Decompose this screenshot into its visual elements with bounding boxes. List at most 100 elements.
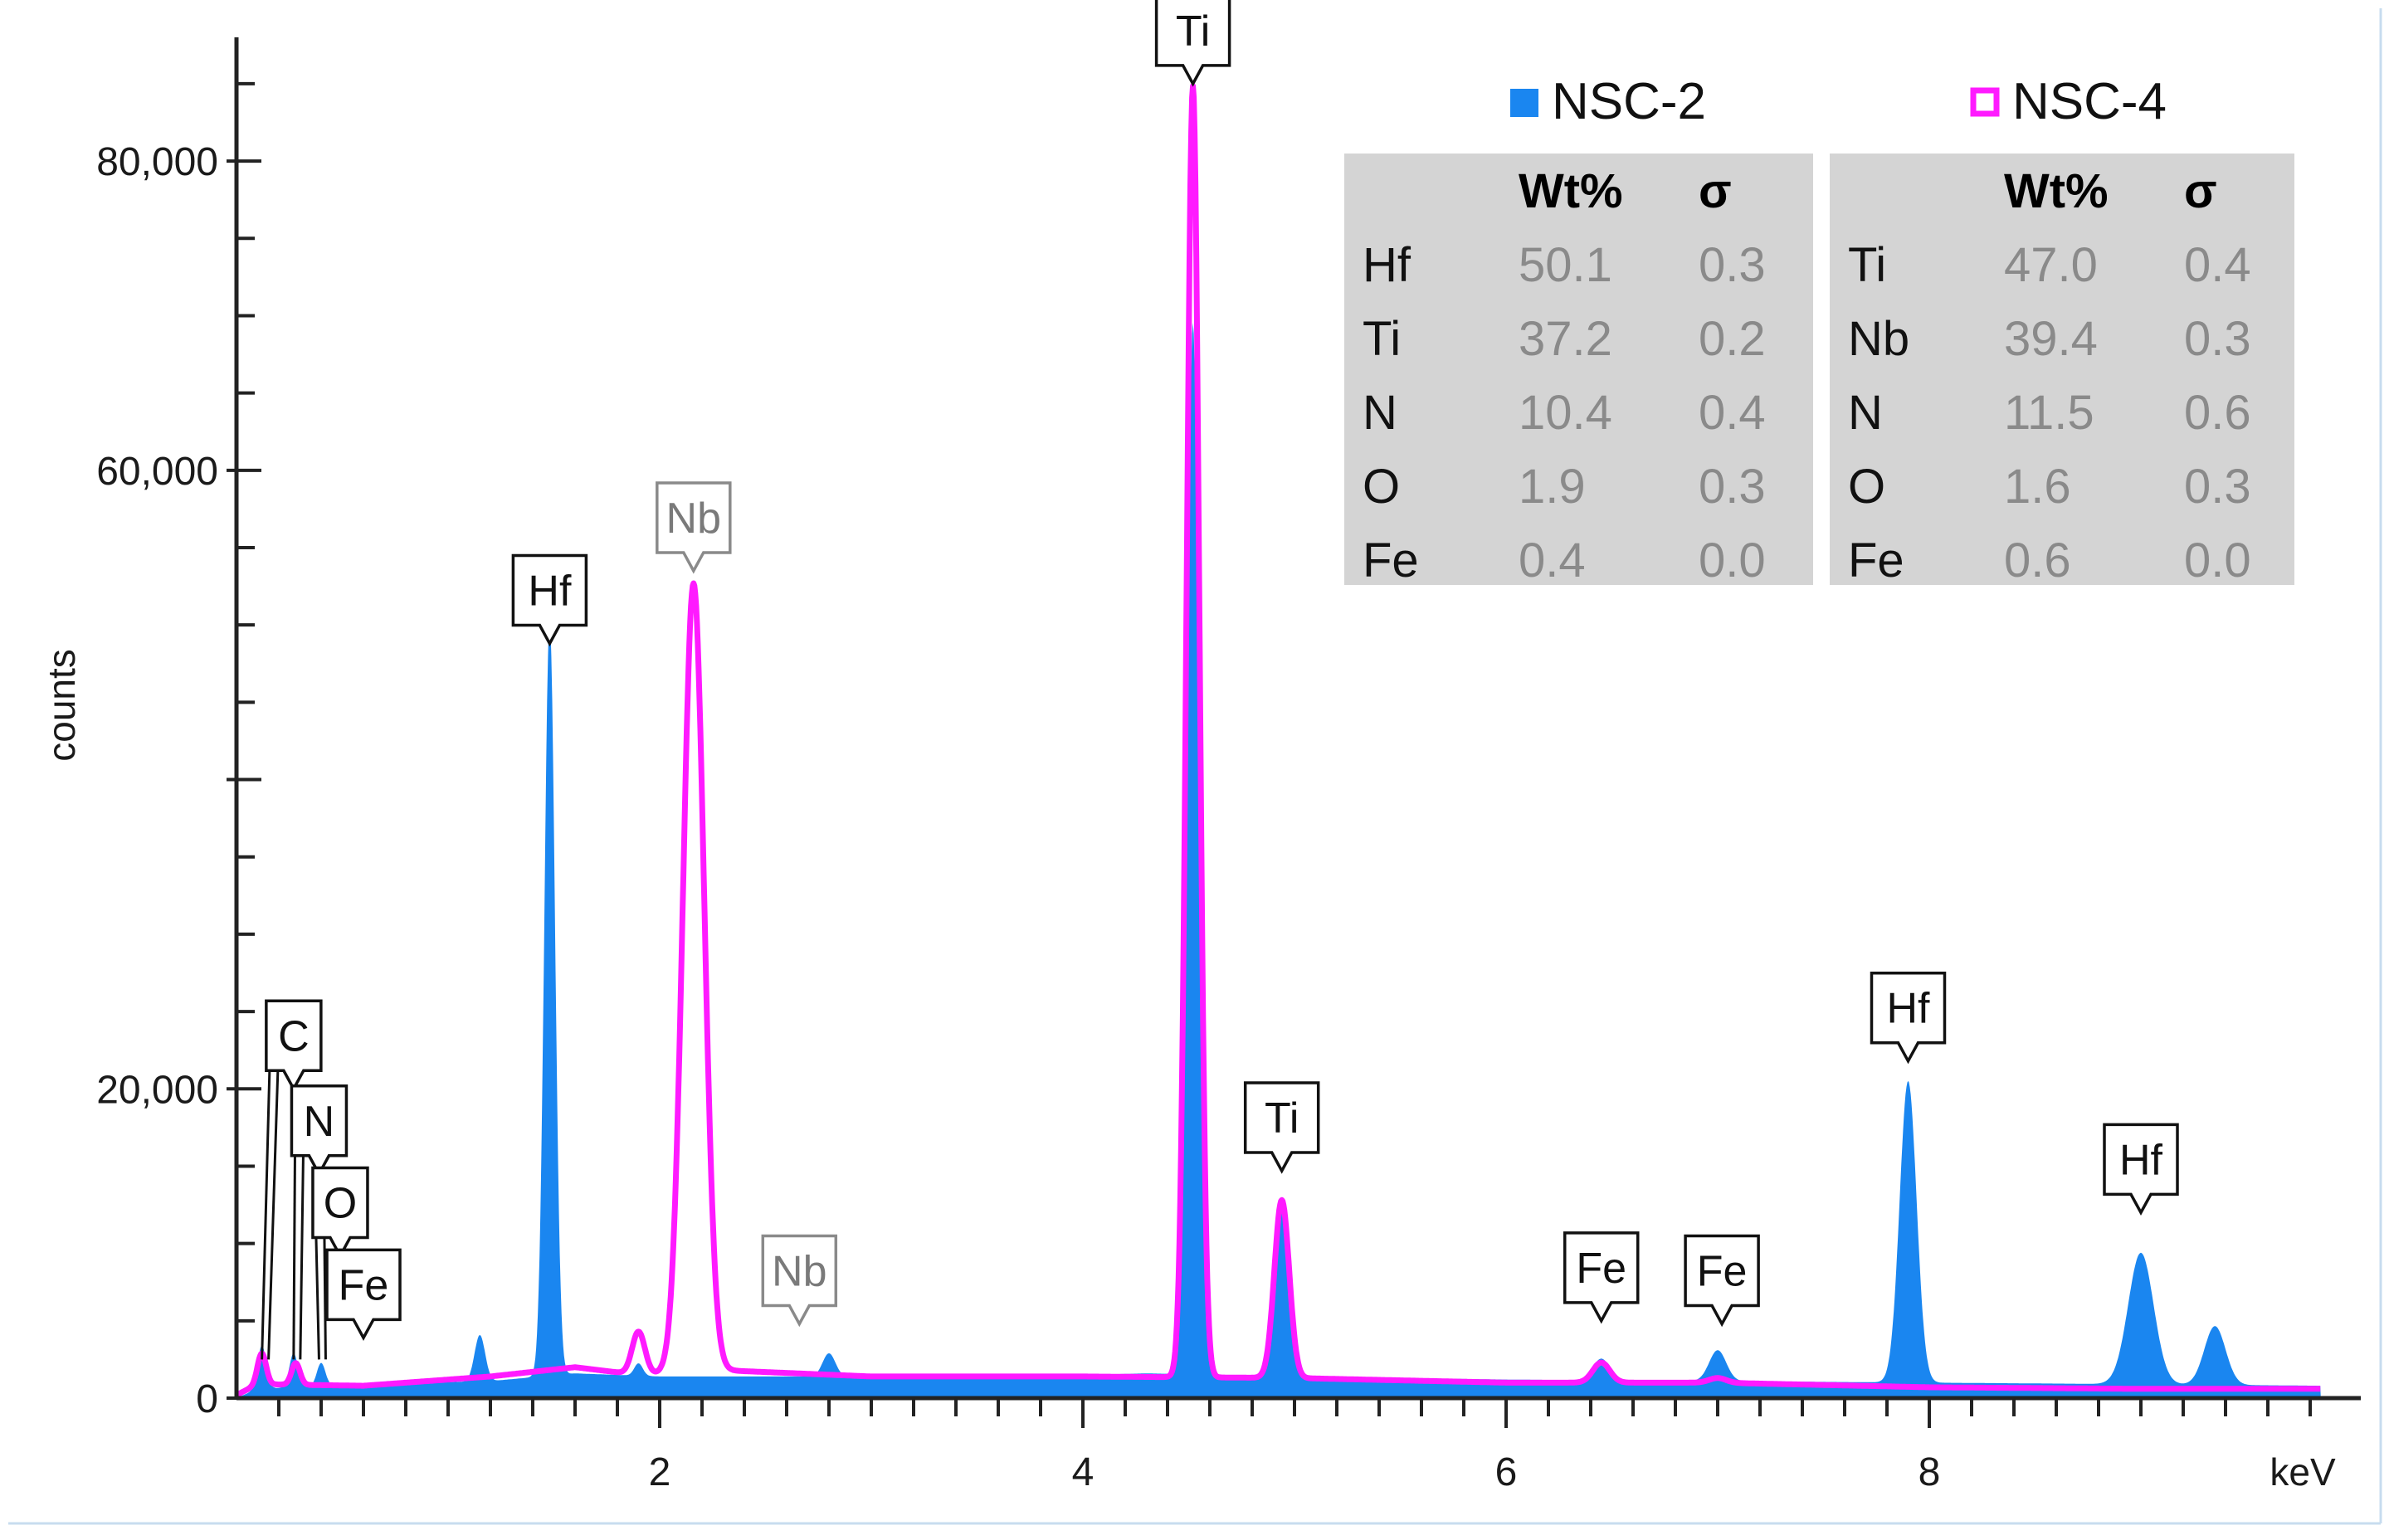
peak-label-box (265, 999, 323, 1092)
y-tick-label: 60,000 (96, 450, 218, 494)
table-row: Hf 50.1 0.3 (1363, 238, 1766, 292)
peak-label-box (1154, 0, 1231, 87)
table-row: O 1.9 0.3 (1363, 460, 1766, 514)
composition-tables: Wt% σ Hf 50.1 0.3 Ti 37.2 0.2 N 10.4 0.4 O 1.9 0.3 Fe 0… (1344, 154, 2294, 587)
peak-label: Nb (656, 481, 732, 574)
peak-leader-line (323, 1237, 327, 1360)
composition-table: Wt% σ Ti 47.0 0.4 Nb 39.4 0.3 N 11.5 0.6 O 1.6 0.3 Fe 0… (1830, 154, 2294, 587)
peak-label-box (290, 1084, 349, 1177)
peak-label: Fe (1563, 1231, 1640, 1324)
table-cell-wt: 1.6 (2004, 460, 2071, 514)
peak-label-text: Nb (772, 1248, 826, 1296)
peak-label-box (1684, 1234, 1760, 1328)
table-cell-sigma: 0.4 (2184, 238, 2251, 292)
x-tick-label: 8 (1919, 1450, 1941, 1494)
table-row: N 10.4 0.4 (1363, 386, 1766, 440)
y-tick-label: 80,000 (96, 140, 218, 184)
peak-label: Ti (1154, 0, 1231, 87)
table-cell-element: Nb (1848, 312, 1909, 366)
legend-label: NSC-2 (1552, 73, 1706, 130)
table-cell-wt: 10.4 (1519, 386, 1612, 440)
table-cell-element: Ti (1848, 238, 1886, 292)
table-cell-sigma: 0.2 (1699, 312, 1766, 366)
peak-label-text: C (278, 1012, 310, 1060)
legend-item: NSC-4 (1970, 73, 2167, 130)
peak-label-text: Fe (1576, 1245, 1626, 1293)
table-row: Nb 39.4 0.3 (1848, 312, 2251, 366)
table-cell-wt: 1.9 (1519, 460, 1586, 514)
table-cell-element: Fe (1363, 534, 1419, 587)
table-cell-element: N (1848, 386, 1883, 440)
x-tick-label: 2 (649, 1450, 671, 1494)
peak-label-text: Hf (2119, 1136, 2163, 1184)
peak-label: Ti (1243, 1081, 1320, 1174)
peak-leader-line (267, 1070, 280, 1360)
peak-label-text: Nb (666, 495, 721, 543)
peak-leader-line (314, 1237, 320, 1360)
peak-label-box (1243, 1081, 1320, 1174)
table-header-wt: Wt% (2004, 164, 2109, 218)
y-tick-label: 0 (196, 1377, 218, 1421)
peak-label-text: Fe (339, 1261, 389, 1309)
table-cell-element: Fe (1848, 534, 1904, 587)
peak-label-box (656, 481, 732, 574)
x-tick-label: 4 (1072, 1450, 1095, 1494)
y-tick-label: 20,000 (96, 1068, 218, 1112)
peak-label-box (311, 1166, 369, 1260)
table-header-sigma: σ (1699, 164, 1732, 218)
table-background (1830, 154, 2294, 585)
series-nsc-4-line (234, 83, 2323, 1398)
peak-label: Nb (761, 1234, 838, 1328)
peak-label: C (261, 999, 323, 1360)
table-cell-wt: 37.2 (1519, 312, 1612, 366)
peak-label-text: O (324, 1180, 357, 1228)
table-cell-element: O (1363, 460, 1400, 514)
table-cell-sigma: 0.0 (1699, 534, 1766, 587)
legend-label: NSC-4 (2012, 73, 2167, 130)
table-row: Ti 37.2 0.2 (1363, 312, 1766, 366)
peak-label-box (2103, 1123, 2179, 1216)
peak-label-box (1563, 1231, 1640, 1324)
table-cell-wt: 0.4 (1519, 534, 1586, 587)
legend-marker-filled (1510, 89, 1538, 117)
table-row: Ti 47.0 0.4 (1848, 238, 2251, 292)
table-row: N 11.5 0.6 (1848, 386, 2251, 440)
legend-item: NSC-2 (1510, 73, 1706, 130)
legend: NSC-2 NSC-4 (1510, 73, 2167, 130)
table-header-wt: Wt% (1519, 164, 1623, 218)
peak-leader-line (299, 1155, 305, 1360)
peak-label: Fe (325, 1248, 402, 1341)
peak-label-box (325, 1248, 402, 1341)
table-cell-wt: 50.1 (1519, 238, 1612, 292)
peak-label-box (1870, 971, 1947, 1065)
legend-marker-open (1970, 87, 2000, 117)
y-axis-label: counts (40, 649, 83, 762)
peak-label: Fe (1684, 1234, 1760, 1328)
peak-label-box (511, 553, 588, 647)
table-cell-element: Ti (1363, 312, 1401, 366)
peak-label-box (761, 1234, 838, 1328)
peak-label-text: Ti (1265, 1094, 1299, 1143)
table-row: Fe 0.6 0.0 (1848, 534, 2251, 587)
plot-area (234, 83, 2323, 1399)
table-cell-sigma: 0.3 (1699, 238, 1766, 292)
axes: counts keV 0 20,000 60,000 80,000 2 4 6 8 (8, 8, 2382, 1525)
peak-label-text: Hf (1887, 985, 1931, 1033)
table-cell-wt: 39.4 (2004, 312, 2098, 366)
composition-table: Wt% σ Hf 50.1 0.3 Ti 37.2 0.2 N 10.4 0.4 O 1.9 0.3 Fe 0… (1344, 154, 1813, 587)
table-cell-wt: 11.5 (2004, 386, 2094, 440)
x-tick-label: 6 (1495, 1450, 1518, 1494)
table-header-sigma: σ (2184, 164, 2217, 218)
peak-label-text: Ti (1176, 7, 1210, 56)
peak-label: Hf (1870, 971, 1947, 1065)
table-cell-sigma: 0.4 (1699, 386, 1766, 440)
table-row: Fe 0.4 0.0 (1363, 534, 1766, 587)
table-cell-wt: 47.0 (2004, 238, 2098, 292)
table-row: O 1.6 0.3 (1848, 460, 2251, 514)
table-cell-sigma: 0.3 (2184, 312, 2251, 366)
table-cell-element: N (1363, 386, 1397, 440)
table-background (1344, 154, 1813, 585)
table-cell-sigma: 0.6 (2184, 386, 2251, 440)
